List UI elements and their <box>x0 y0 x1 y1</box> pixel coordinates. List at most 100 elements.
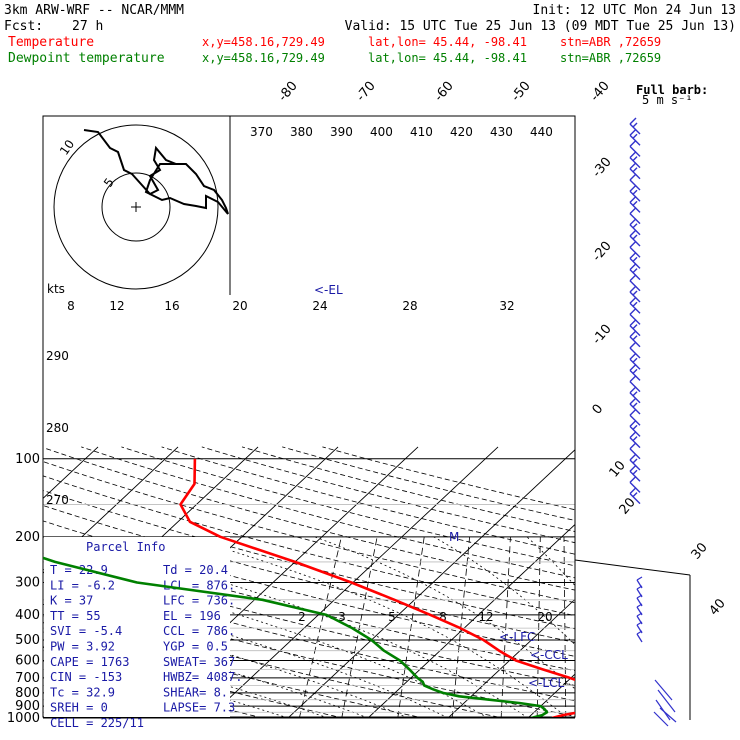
legend-temperature: Temperature <box>8 35 94 50</box>
isotherm <box>43 446 99 499</box>
legend-dewpoint: Dewpoint temperature <box>8 51 165 66</box>
parcel-info-row: EL = 196 <box>163 609 221 623</box>
legend-temperature-stn: stn=ABR ,72659 <box>560 35 661 49</box>
wind-barb <box>636 630 643 643</box>
dry-adiabat <box>43 586 575 717</box>
pressure-label: 700 <box>15 671 40 686</box>
barb-column-divider <box>574 559 691 576</box>
parcel-info-row: LI = -6.2 <box>50 578 115 592</box>
moist-adiabat <box>76 536 528 717</box>
wind-barb <box>629 453 641 471</box>
mixing-ratio-label: 24 <box>312 299 327 313</box>
wind-barb <box>629 207 641 225</box>
wind-barb <box>629 475 641 493</box>
wind-barb <box>629 218 641 236</box>
legend-dewpoint-xy: x,y=458.16,729.49 <box>202 51 325 65</box>
theta-side-label: 280 <box>46 421 69 435</box>
theta-label: 420 <box>450 125 473 139</box>
hodograph: 10 5 kts <box>44 116 231 296</box>
wind-barb <box>629 307 641 325</box>
wind-barbs <box>574 117 691 727</box>
mixing-ratio-label: 20 <box>232 299 247 313</box>
pressure-label: 1000 <box>7 711 40 726</box>
wind-barb <box>629 352 641 370</box>
theta-label: 400 <box>370 125 393 139</box>
theta-label: 390 <box>330 125 353 139</box>
wind-barb <box>629 162 641 180</box>
parcel-info-row: CCL = 786. <box>163 624 235 638</box>
lcl-label: <-LCL <box>528 676 564 690</box>
pressure-label: 300 <box>15 575 40 590</box>
profiles <box>43 458 575 717</box>
moist-adiabat <box>186 536 568 717</box>
parcel-info-row: T = 22.9 <box>50 563 108 577</box>
parcel-info-title: Parcel Info <box>86 540 165 554</box>
pressure-label: 200 <box>15 530 40 545</box>
mixing-ratio-label: 12 <box>478 610 493 624</box>
mixing-ratio-label: 28 <box>402 299 417 313</box>
legend-dewpoint-stn: stn=ABR ,72659 <box>560 51 661 65</box>
parcel-info-row: Td = 20.4 <box>163 563 228 577</box>
wind-barb <box>629 173 641 191</box>
mixing-ratio-line <box>299 536 342 717</box>
parcel-info-row: CIN = -153 <box>50 670 122 684</box>
hodograph-ring-outer <box>53 124 219 290</box>
lfc-label: <-LFC <box>499 630 535 644</box>
dry-adiabat <box>43 640 341 717</box>
plot-frame <box>42 115 576 718</box>
wind-barb <box>629 229 641 247</box>
wind-barb <box>629 285 641 303</box>
wind-barb <box>629 397 641 415</box>
parcel-info-row: YGP = 0.5 <box>163 640 228 654</box>
hodograph-trace <box>83 129 229 215</box>
m-label: M <box>449 530 459 544</box>
wind-barb <box>629 128 641 146</box>
pressure-label: 600 <box>15 653 40 668</box>
pressure-label: 100 <box>15 452 40 467</box>
parcel-info-row: CAPE = 1763 <box>50 655 129 669</box>
mixing-ratio-label: 16 <box>164 299 179 313</box>
wind-barb <box>629 184 641 202</box>
parcel-info-row: SREH = 0 <box>50 701 108 715</box>
parcel-info-row: SHEAR= 8. <box>163 685 228 699</box>
parcel-info-row: SWEAT= 367 <box>163 655 235 669</box>
hodograph-ring-inner <box>101 172 171 242</box>
wind-barb <box>629 431 641 449</box>
valid-time: Valid: 15 UTC Tue 25 Jun 13 (09 MDT Tue … <box>345 19 736 34</box>
theta-side-label: 290 <box>46 349 69 363</box>
wind-barb <box>629 263 641 281</box>
wind-barb <box>629 251 641 269</box>
mixing-ratio-label: 3 <box>338 610 346 624</box>
mixing-ratio-label: 2 <box>298 610 306 624</box>
wind-barb <box>629 375 641 393</box>
dewpoint-profile <box>43 556 549 717</box>
parcel-info-row: SVI = -5.4 <box>50 624 122 638</box>
temperature-profile <box>179 458 575 717</box>
barb-legend-title: Full barb: <box>636 83 708 97</box>
wind-barb <box>629 464 641 482</box>
mixing-ratio-line <box>397 536 425 717</box>
pressure-label: 400 <box>15 608 40 623</box>
ccl-label: <-CCL <box>530 648 568 662</box>
mixing-ratio-label: 12 <box>109 299 124 313</box>
theta-label: 410 <box>410 125 433 139</box>
parcel-info-row: LFC = 736. <box>163 594 235 608</box>
wind-barb <box>629 330 641 348</box>
forecast-hour: 27 h <box>72 19 103 34</box>
wind-barb <box>629 117 641 135</box>
theta-label: 430 <box>490 125 513 139</box>
pressure-label: 800 <box>15 686 40 701</box>
parcel-info-row: LAPSE= 7.3 <box>163 701 235 715</box>
parcel-info-row: Tc = 32.9 <box>50 685 115 699</box>
legend-dewpoint-latlon: lat,lon= 45.44, -98.41 <box>368 51 527 65</box>
parcel-info-row: CELL = 225/11 <box>50 716 144 730</box>
theta-label: 370 <box>250 125 273 139</box>
legend-temperature-latlon: lat,lon= 45.44, -98.41 <box>368 35 527 49</box>
mixing-ratio-label: 32 <box>499 299 514 313</box>
dry-adiabat <box>43 603 500 717</box>
wind-barb <box>629 296 641 314</box>
init-time: Init: 12 UTC Mon 24 Jun 13 <box>533 3 737 18</box>
parcel-info-row: HWBZ= 4087. <box>163 670 242 684</box>
theta-label: 380 <box>290 125 313 139</box>
